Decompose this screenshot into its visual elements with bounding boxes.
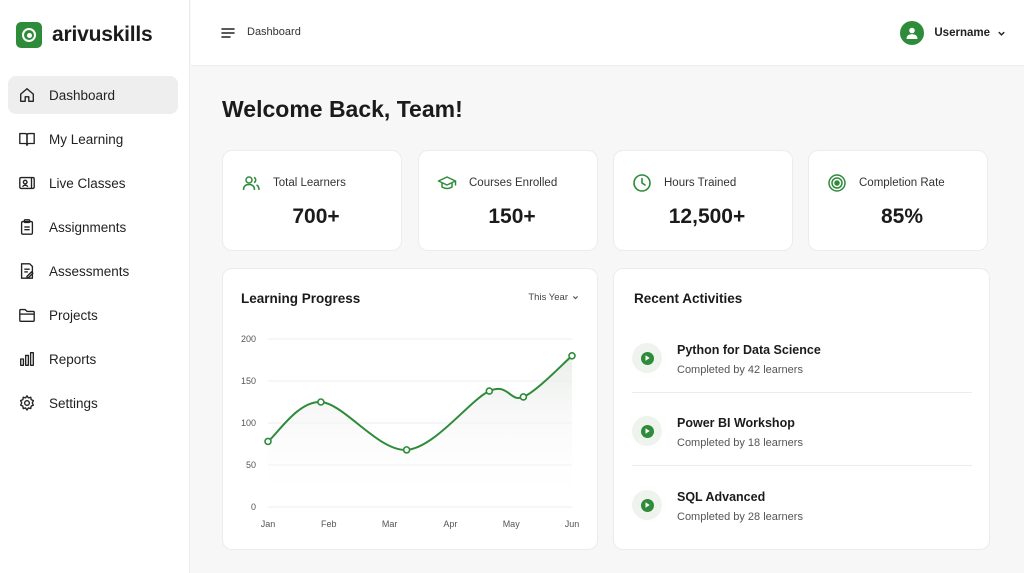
logo-icon <box>16 22 42 48</box>
video-icon <box>19 176 35 190</box>
data-point <box>568 352 576 360</box>
chevron-down-icon <box>998 31 1005 36</box>
stat-card-courses-enrolled: Courses Enrolled 150+ <box>418 150 598 251</box>
sidebar-item-projects[interactable]: Projects <box>8 296 178 334</box>
avatar <box>900 21 925 45</box>
sidebar-item-label: Settings <box>49 395 98 411</box>
stat-card-hours-trained: Hours Trained 12,500+ <box>613 150 793 251</box>
learning-progress-chart: 0 50 100 150 200 Jan Feb Mar Apr May Jun <box>241 334 580 529</box>
y-tick-label: 50 <box>246 460 256 470</box>
sidebar-item-label: My Learning <box>49 131 124 147</box>
home-icon <box>20 88 34 102</box>
stat-value: 150+ <box>488 205 536 228</box>
stat-value: 85% <box>880 205 924 228</box>
play-icon[interactable] <box>632 490 662 520</box>
x-tick-label: Feb <box>321 519 337 529</box>
x-tick-label: Mar <box>382 519 398 529</box>
data-point <box>402 446 411 454</box>
activity-subtitle: Completed by 28 learners <box>677 511 803 523</box>
clipboard-icon <box>20 219 34 235</box>
stat-value: 700+ <box>292 205 340 228</box>
x-tick-label: Jun <box>565 519 580 529</box>
stat-value: 12,500+ <box>668 205 746 228</box>
user-icon <box>906 27 918 39</box>
y-tick-label: 0 <box>251 502 256 512</box>
range-select-value: This Year <box>528 292 568 303</box>
username: Username <box>934 27 990 39</box>
chevron-down-icon <box>573 296 578 300</box>
sidebar-item-dashboard[interactable]: Dashboard <box>8 76 178 114</box>
play-icon[interactable] <box>632 416 662 446</box>
recent-activities-card: Recent Activities Python for Data Scienc… <box>613 268 990 550</box>
folder-icon <box>19 308 35 322</box>
activity-item[interactable]: SQL Advanced Completed by 28 learners <box>632 482 972 552</box>
sidebar-item-assignments[interactable]: Assignments <box>8 208 178 246</box>
target-icon <box>828 174 846 192</box>
sidebar-item-label: Live Classes <box>49 175 126 191</box>
x-tick-label: Jan <box>261 519 276 529</box>
sidebar-item-assessments[interactable]: Assessments <box>8 252 178 290</box>
sidebar-item-live-classes[interactable]: Live Classes <box>8 164 178 202</box>
x-tick-label: Apr <box>443 519 457 529</box>
menu-icon[interactable] <box>221 26 235 40</box>
divider <box>632 465 972 466</box>
sidebar: arivuskills Dashboard My Learning Live C… <box>0 0 190 573</box>
activity-title: Power BI Workshop <box>677 416 795 430</box>
stat-label: Completion Rate <box>859 177 945 189</box>
y-tick-label: 100 <box>241 418 256 428</box>
sidebar-item-label: Dashboard <box>49 87 116 103</box>
play-icon[interactable] <box>632 343 662 373</box>
card-title: Recent Activities <box>634 291 743 306</box>
divider <box>632 392 972 393</box>
topbar: Dashboard Username <box>191 0 1024 66</box>
learning-progress-card: 0 50 100 150 200 Jan Feb Mar Apr May Jun Learning … <box>222 268 598 550</box>
activity-title: SQL Advanced <box>677 490 766 504</box>
activity-title: Python for Data Science <box>677 343 821 357</box>
sidebar-item-label: Assignments <box>49 219 127 235</box>
users-icon <box>242 176 260 191</box>
data-point <box>519 393 528 401</box>
stat-label: Hours Trained <box>664 177 737 189</box>
graduation-cap-icon <box>437 176 457 190</box>
book-icon <box>19 132 35 146</box>
y-tick-label: 200 <box>241 334 256 344</box>
stat-label: Total Learners <box>273 177 346 189</box>
card-title: Learning Progress <box>241 291 361 306</box>
sidebar-item-label: Projects <box>49 307 98 323</box>
page-title: Welcome Back, Team! <box>222 96 463 122</box>
range-select[interactable]: This Year <box>528 292 579 303</box>
breadcrumb[interactable]: Dashboard <box>247 26 301 38</box>
sidebar-item-my-learning[interactable]: My Learning <box>8 120 178 158</box>
stat-card-completion-rate: Completion Rate 85% <box>808 150 988 251</box>
sidebar-item-reports[interactable]: Reports <box>8 340 178 378</box>
clock-icon <box>633 174 651 192</box>
activity-subtitle: Completed by 18 learners <box>677 437 803 449</box>
data-point <box>485 387 494 395</box>
x-tick-label: May <box>503 519 521 529</box>
activity-item[interactable]: Python for Data Science Completed by 42 … <box>632 335 972 405</box>
document-edit-icon <box>20 263 34 279</box>
activity-subtitle: Completed by 42 learners <box>677 364 803 376</box>
gear-icon <box>19 395 35 411</box>
logo[interactable]: arivuskills <box>16 22 153 48</box>
sidebar-nav: Dashboard My Learning Live Classes Assig… <box>8 76 178 428</box>
bar-chart-icon <box>20 352 34 366</box>
activity-item[interactable]: Power BI Workshop Completed by 18 learne… <box>632 408 972 478</box>
user-menu[interactable]: Username <box>900 21 1006 45</box>
sidebar-item-label: Reports <box>49 351 97 367</box>
y-tick-label: 150 <box>241 376 256 386</box>
series-area <box>268 355 572 507</box>
stat-label: Courses Enrolled <box>469 177 558 189</box>
data-point <box>317 398 325 406</box>
sidebar-item-label: Assessments <box>49 263 130 279</box>
app-name: arivuskills <box>52 23 153 46</box>
stat-card-total-learners: Total Learners 700+ <box>222 150 402 251</box>
sidebar-item-settings[interactable]: Settings <box>8 384 178 422</box>
data-point <box>264 437 272 446</box>
